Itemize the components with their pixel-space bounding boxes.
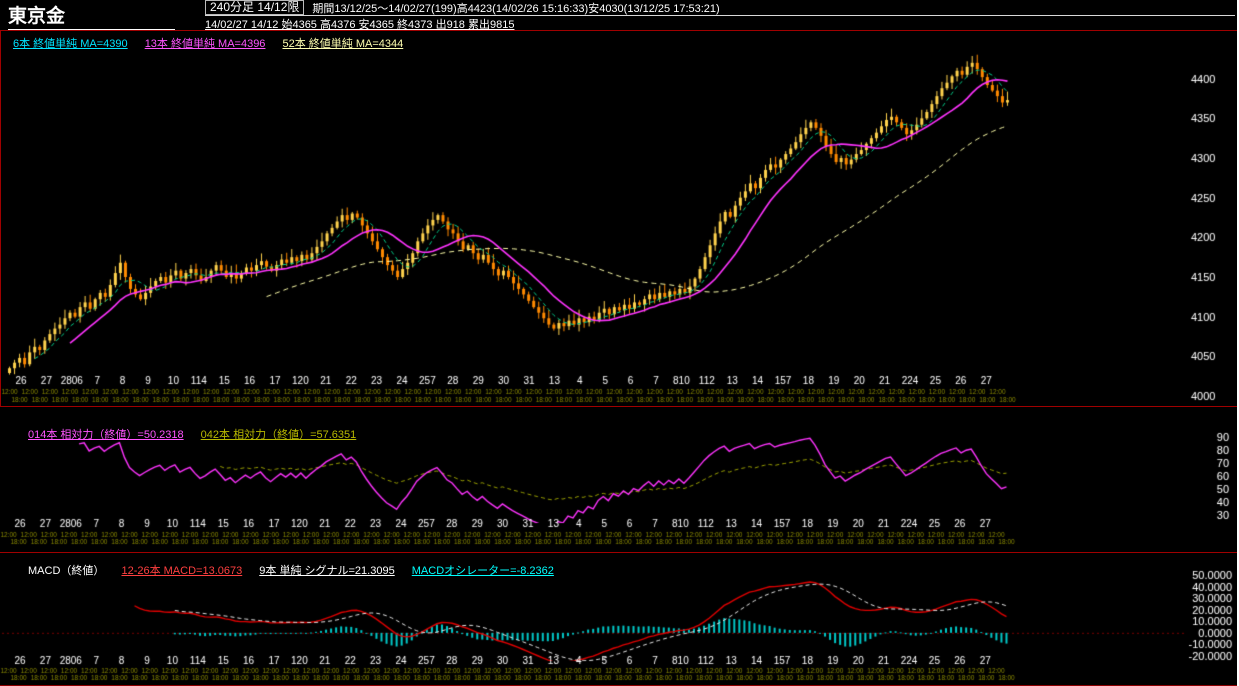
rsi-panel: 014本 相対力（終値）=50.2318 042本 相対力（終値）=57.635… bbox=[0, 422, 1239, 553]
legend-macd-line[interactable]: 12-26本 MACD=13.0673 bbox=[121, 565, 243, 577]
legend-ma13[interactable]: 13本 終値単純 MA=4396 bbox=[144, 38, 266, 50]
macd-chart-canvas[interactable] bbox=[0, 556, 1239, 685]
price-ma-legend: 6本 終値単純 MA=4390 13本 終値単純 MA=4396 52本 終値単… bbox=[13, 35, 417, 51]
legend-rsi42[interactable]: 042本 相対力（終値）=57.6351 bbox=[200, 429, 357, 441]
macd-legend: MACD（終値） 12-26本 MACD=13.0673 9本 単純 シグナル=… bbox=[28, 562, 568, 578]
legend-oscillator[interactable]: MACDオシレーター=-8.2362 bbox=[411, 565, 554, 577]
symbol-title: 東京金 bbox=[8, 1, 176, 31]
legend-ma6[interactable]: 6本 終値単純 MA=4390 bbox=[13, 38, 128, 50]
price-chart-canvas[interactable] bbox=[1, 31, 1238, 406]
rsi-chart-canvas[interactable] bbox=[0, 422, 1239, 552]
header-bar: 東京金 240分足 14/12限 期間13/12/25～14/02/27(199… bbox=[0, 0, 1239, 31]
macd-panel: MACD（終値） 12-26本 MACD=13.0673 9本 単純 シグナル=… bbox=[0, 556, 1239, 686]
window-right-edge bbox=[1237, 0, 1239, 686]
timeframe-selector[interactable]: 240分足 14/12限 bbox=[205, 0, 305, 15]
legend-rsi14[interactable]: 014本 相対力（終値）=50.2318 bbox=[28, 429, 184, 441]
quote-line: 14/02/27 14/12 始4365 高4376 安4365 終4373 出… bbox=[205, 19, 515, 31]
rsi-legend: 014本 相対力（終値）=50.2318 042本 相対力（終値）=57.635… bbox=[28, 426, 370, 442]
legend-signal-line[interactable]: 9本 単純 シグナル=21.3095 bbox=[259, 565, 395, 577]
legend-ma52[interactable]: 52本 終値単純 MA=4344 bbox=[282, 38, 404, 50]
header-row-1: 240分足 14/12限 期間13/12/25～14/02/27(199)高44… bbox=[205, 0, 1235, 16]
price-panel: 6本 終値単純 MA=4390 13本 終値単純 MA=4396 52本 終値単… bbox=[0, 30, 1239, 407]
macd-title: MACD（終値） bbox=[28, 565, 105, 577]
period-info: 期間13/12/25～14/02/27(199)高4423(14/02/26 1… bbox=[312, 2, 720, 15]
